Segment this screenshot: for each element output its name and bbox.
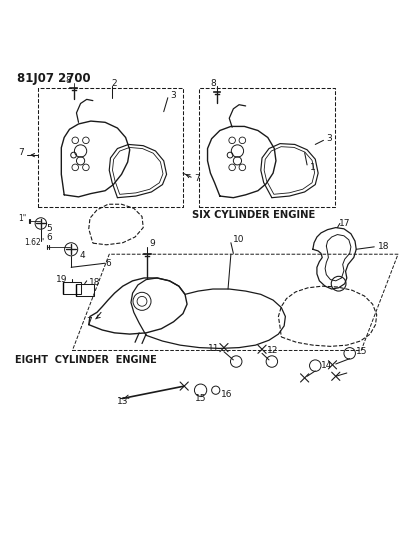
Text: 17: 17 (339, 219, 351, 228)
Text: SIX CYLINDER ENGINE: SIX CYLINDER ENGINE (192, 210, 316, 220)
Text: 8: 8 (210, 79, 216, 88)
Text: 15: 15 (356, 347, 368, 356)
Text: 1: 1 (310, 163, 316, 172)
Text: 6: 6 (105, 259, 111, 268)
Text: 8: 8 (65, 76, 71, 85)
Text: 16: 16 (221, 390, 233, 399)
Text: 13: 13 (117, 397, 129, 406)
Text: 7: 7 (194, 174, 200, 183)
Text: 14: 14 (321, 361, 332, 370)
Text: 4: 4 (79, 251, 85, 260)
Text: 6: 6 (46, 232, 52, 241)
Text: 1": 1" (18, 214, 26, 223)
Text: 1.62": 1.62" (25, 238, 45, 247)
Text: EIGHT  CYLINDER  ENGINE: EIGHT CYLINDER ENGINE (15, 354, 157, 365)
Text: 3: 3 (171, 91, 176, 100)
Text: 5: 5 (46, 224, 52, 233)
Text: 3: 3 (326, 134, 332, 143)
Text: 15: 15 (195, 394, 206, 403)
Text: 7: 7 (86, 317, 92, 326)
Text: 12: 12 (267, 346, 278, 355)
Text: 2: 2 (112, 79, 118, 88)
Text: 10: 10 (233, 236, 245, 244)
Text: 18: 18 (89, 278, 100, 287)
Text: 7: 7 (18, 148, 24, 157)
Text: 18: 18 (378, 243, 389, 252)
Text: 11: 11 (208, 344, 220, 353)
Text: 19: 19 (55, 275, 67, 284)
Text: 9: 9 (149, 239, 155, 248)
Text: 81J07 2700: 81J07 2700 (17, 72, 91, 85)
